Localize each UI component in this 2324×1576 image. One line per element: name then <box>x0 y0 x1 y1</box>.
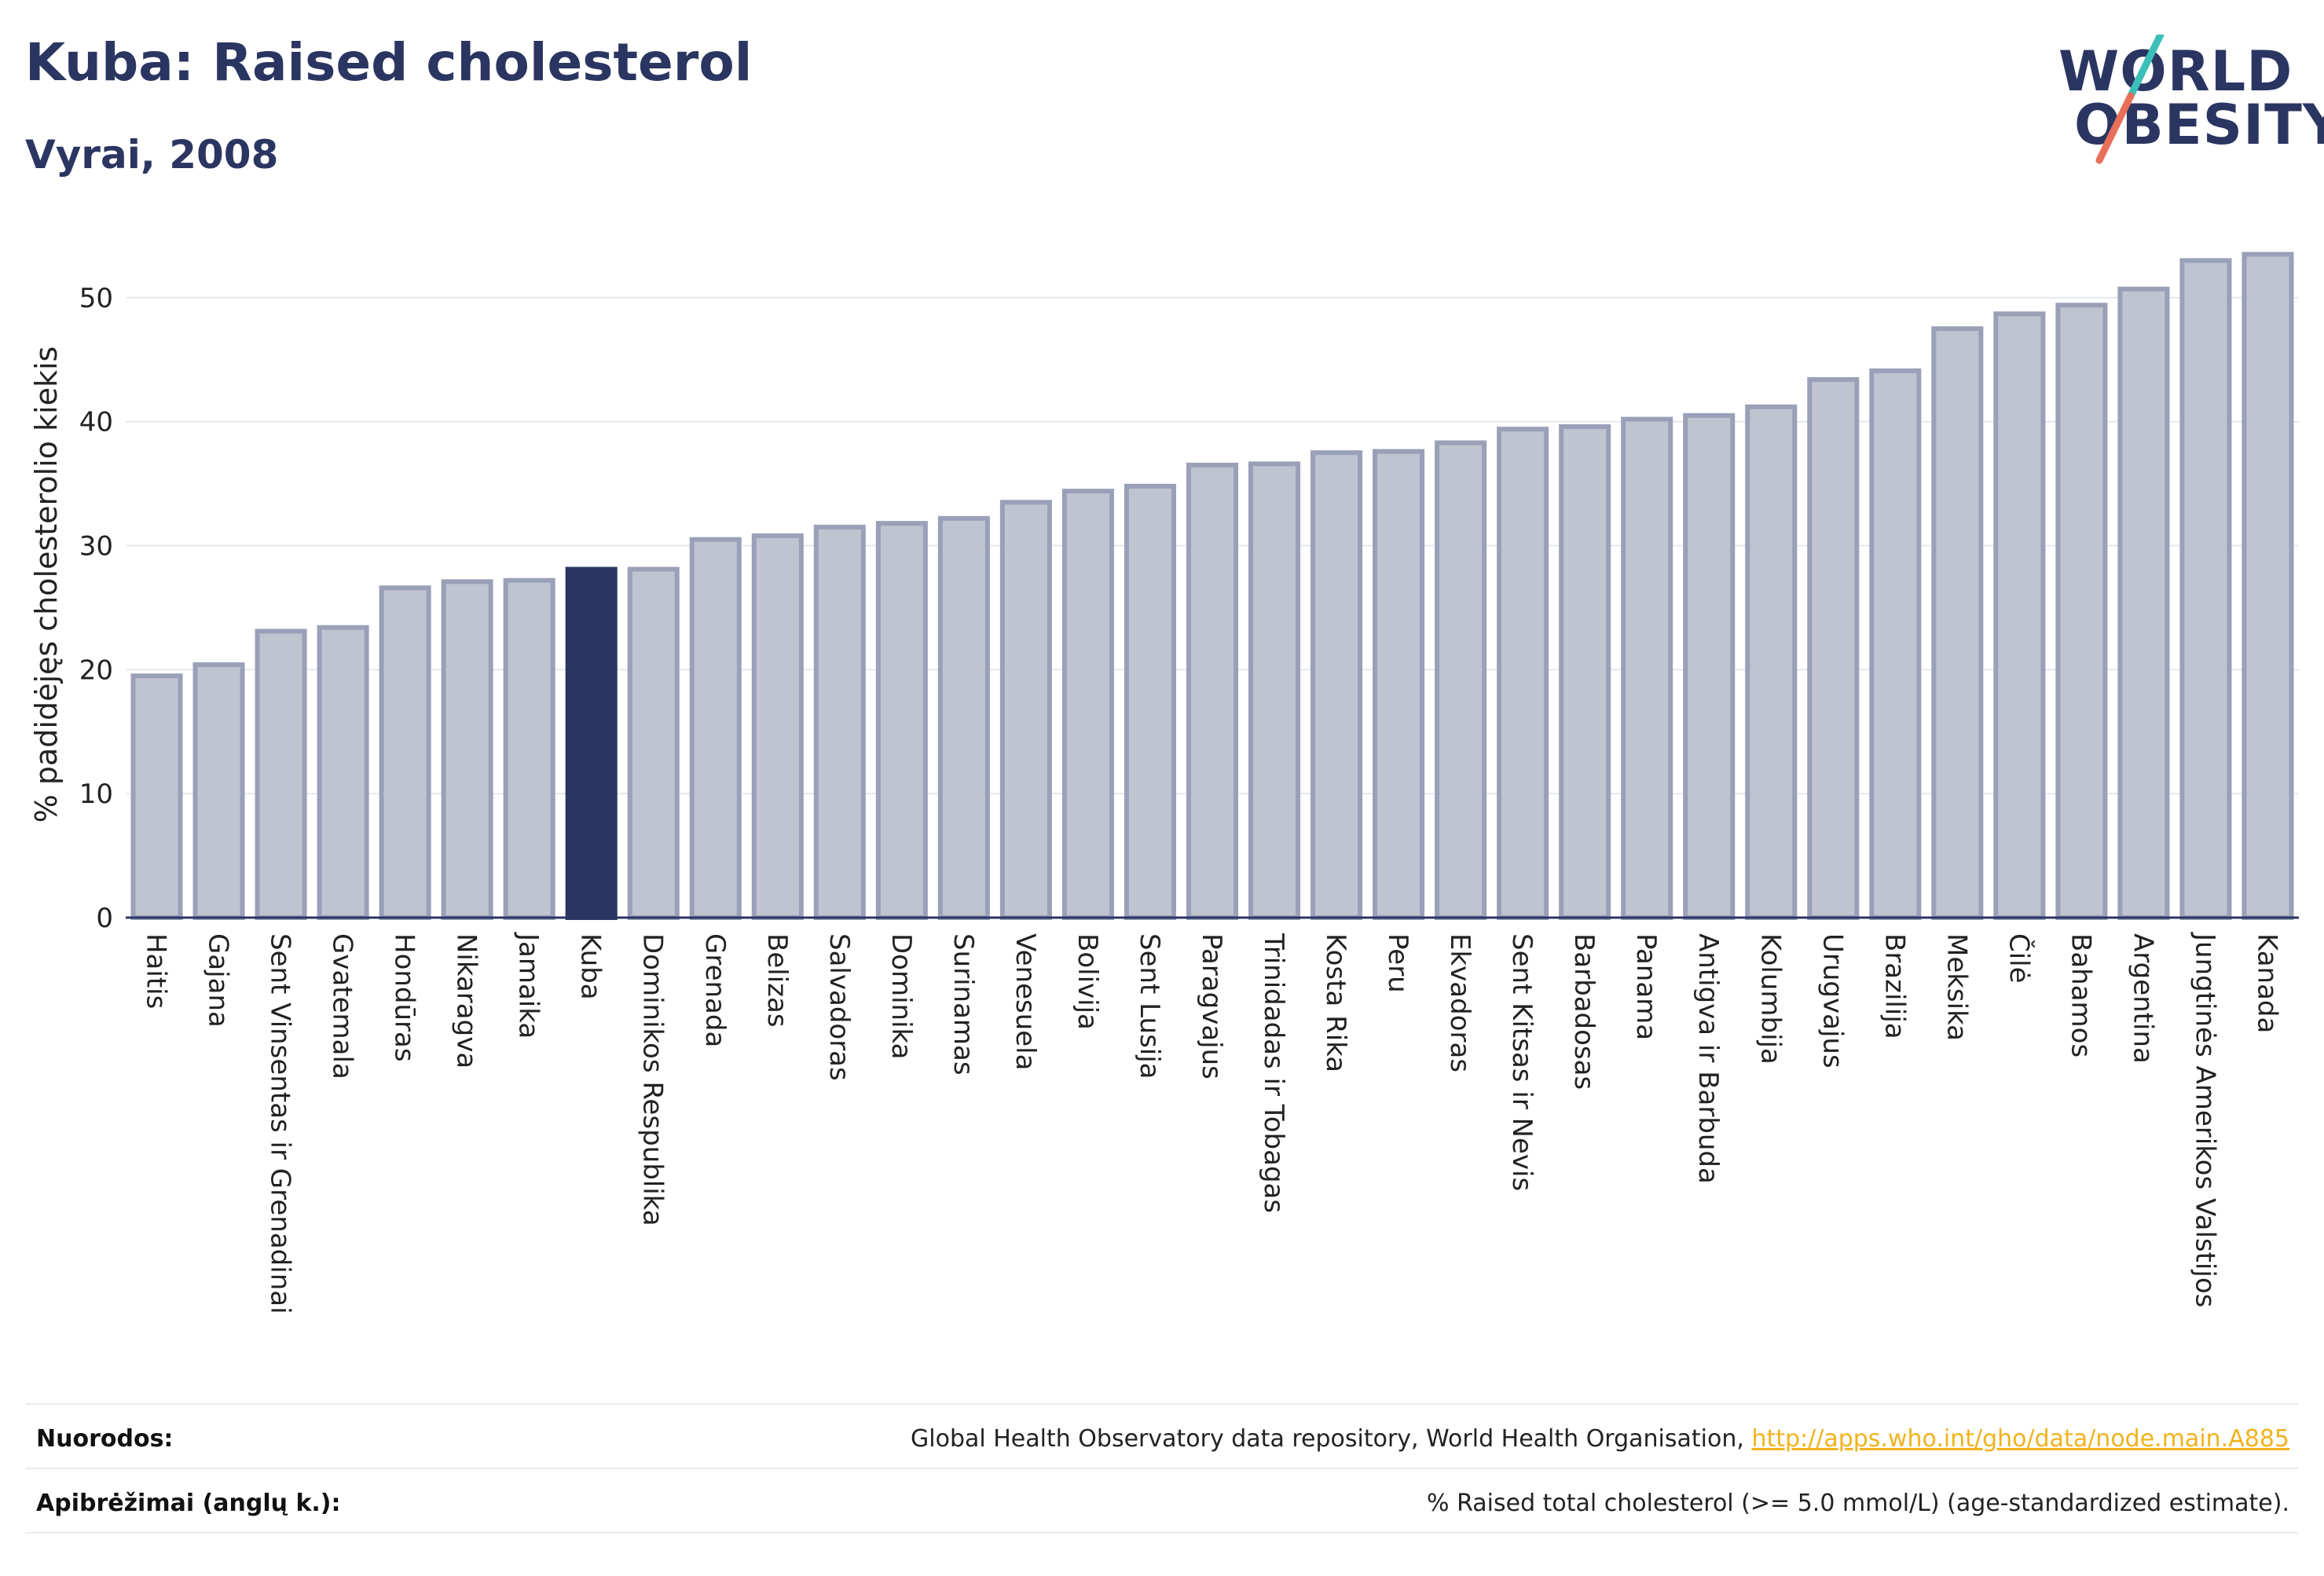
x-tick-label: Venesuela <box>1010 933 1041 1070</box>
x-tick-label: Nikaragva <box>451 933 482 1068</box>
bar <box>627 566 680 920</box>
bar <box>255 629 307 920</box>
bar <box>1061 489 1114 920</box>
x-tick-label: Peru <box>1382 933 1413 993</box>
bar <box>689 537 742 920</box>
bar <box>813 524 866 920</box>
chart-title: Kuba: Raised cholesterol <box>25 32 753 93</box>
bar <box>441 579 493 921</box>
bar <box>1993 311 2046 920</box>
bar <box>875 521 928 920</box>
x-tick-label: Belizas <box>761 933 793 1028</box>
x-tick-label: Ekvadoras <box>1444 933 1475 1072</box>
y-tick-label: 20 <box>79 654 113 686</box>
footer-divider-middle <box>25 1468 2299 1469</box>
x-tick-label: Grenada <box>699 933 731 1047</box>
x-tick-label: Panama <box>1630 933 1662 1040</box>
x-tick-label: Hondūras <box>389 933 420 1062</box>
x-tick-label: Sent Lusija <box>1134 933 1165 1079</box>
bar <box>1807 377 1860 920</box>
bar <box>1310 450 1363 920</box>
bar <box>1869 368 1922 921</box>
x-tick-label: Dominika <box>885 933 917 1059</box>
sources-link[interactable]: http://apps.who.int/gho/data/node.main.A… <box>1751 1425 2289 1453</box>
bar <box>2055 302 2108 920</box>
bar <box>937 515 990 920</box>
definitions-label: Apibrėžimai (anglų k.): <box>36 1490 341 1517</box>
bar <box>999 500 1052 920</box>
bar <box>1683 412 1736 920</box>
bar <box>2242 251 2294 920</box>
x-tick-label: Jungtinės Amerikos Valstijos <box>2189 932 2220 1307</box>
x-tick-label: Kanada <box>2251 933 2282 1033</box>
x-tick-label: Bolivija <box>1072 933 1103 1030</box>
bar <box>192 662 245 920</box>
bar <box>1931 326 1984 920</box>
bar <box>1745 404 1798 920</box>
bar <box>317 625 369 920</box>
x-tick-label: Brazilija <box>1879 933 1910 1039</box>
x-tick-label: Sent Vinsentas ir Grenadinai <box>265 933 296 1314</box>
x-tick-label: Antigva ir Barbuda <box>1692 933 1724 1184</box>
footer-divider-bottom <box>25 1532 2299 1534</box>
x-tick-label: Bahamos <box>2065 933 2096 1057</box>
x-tick-label: Argentina <box>2127 933 2158 1064</box>
x-tick-label: Kosta Rika <box>1320 933 1351 1072</box>
bar-highlighted <box>565 566 618 920</box>
x-tick-label: Meksika <box>1941 933 1972 1041</box>
sources-text: Global Health Observatory data repositor… <box>911 1425 2289 1453</box>
x-tick-label: Paragvajus <box>1196 933 1227 1079</box>
bar <box>1559 424 1611 920</box>
x-tick-label: Haitis <box>141 933 172 1009</box>
x-tick-label: Sent Kitsas ir Nevis <box>1506 933 1538 1191</box>
y-tick-label: 10 <box>79 779 113 810</box>
definitions-text: % Raised total cholesterol (>= 5.0 mmol/… <box>1427 1490 2289 1517</box>
y-tick-label: 50 <box>79 283 113 314</box>
bar <box>130 673 183 920</box>
x-tick-label: Salvadoras <box>823 933 855 1081</box>
x-tick-label: Barbadosas <box>1568 933 1600 1090</box>
x-tick-label: Kolumbija <box>1754 933 1786 1065</box>
world-obesity-logo: WORLD OBESITY <box>2043 35 2324 168</box>
x-tick-label: Jamaika <box>513 932 544 1039</box>
x-tick-label: Gajana <box>203 933 234 1028</box>
sources-description: Global Health Observatory data repositor… <box>911 1425 1752 1453</box>
footer-divider-top <box>25 1403 2299 1405</box>
x-tick-label: Čilė <box>2003 933 2035 984</box>
bar <box>1186 462 1239 920</box>
bar <box>2117 286 2170 920</box>
bar <box>2179 258 2232 920</box>
x-tick-label: Dominikos Respublika <box>637 933 669 1226</box>
x-tick-label: Kuba <box>575 933 607 1000</box>
x-tick-label: Gvatemala <box>327 933 358 1079</box>
bar <box>503 577 555 920</box>
logo-slash-icon <box>2095 35 2165 164</box>
bar <box>379 585 431 920</box>
x-tick-label: Urugvajus <box>1816 933 1848 1068</box>
bar <box>751 533 804 920</box>
bar-chart: 0 10 20 30 40 50 Haitis Gajana Sent Vinsentas i… <box>29 251 2299 1314</box>
x-tick-label: Surinamas <box>948 933 979 1076</box>
y-tick-label: 40 <box>79 407 113 438</box>
y-tick-label: 30 <box>79 531 113 563</box>
chart-subtitle: Vyrai, 2008 <box>25 132 279 178</box>
bar <box>1497 427 1549 920</box>
bar <box>1373 449 1425 920</box>
bars <box>130 251 2294 921</box>
sources-label: Nuorodos: <box>36 1425 174 1453</box>
x-tick-label: Trinidadas ir Tobagas <box>1258 933 1289 1213</box>
y-axis-label: % padidėjęs cholesterolio kiekis <box>29 346 64 823</box>
bar <box>1621 416 1673 920</box>
bar <box>1124 483 1177 920</box>
y-tick-label: 0 <box>96 903 113 934</box>
logo-line-1: WORLD <box>2058 39 2293 104</box>
bar <box>1248 461 1301 920</box>
bar <box>1435 440 1487 920</box>
x-axis-labels: Haitis Gajana Sent Vinsentas ir Grenadinai… <box>141 932 2283 1314</box>
y-axis-ticks: 0 10 20 30 40 50 <box>79 283 113 934</box>
